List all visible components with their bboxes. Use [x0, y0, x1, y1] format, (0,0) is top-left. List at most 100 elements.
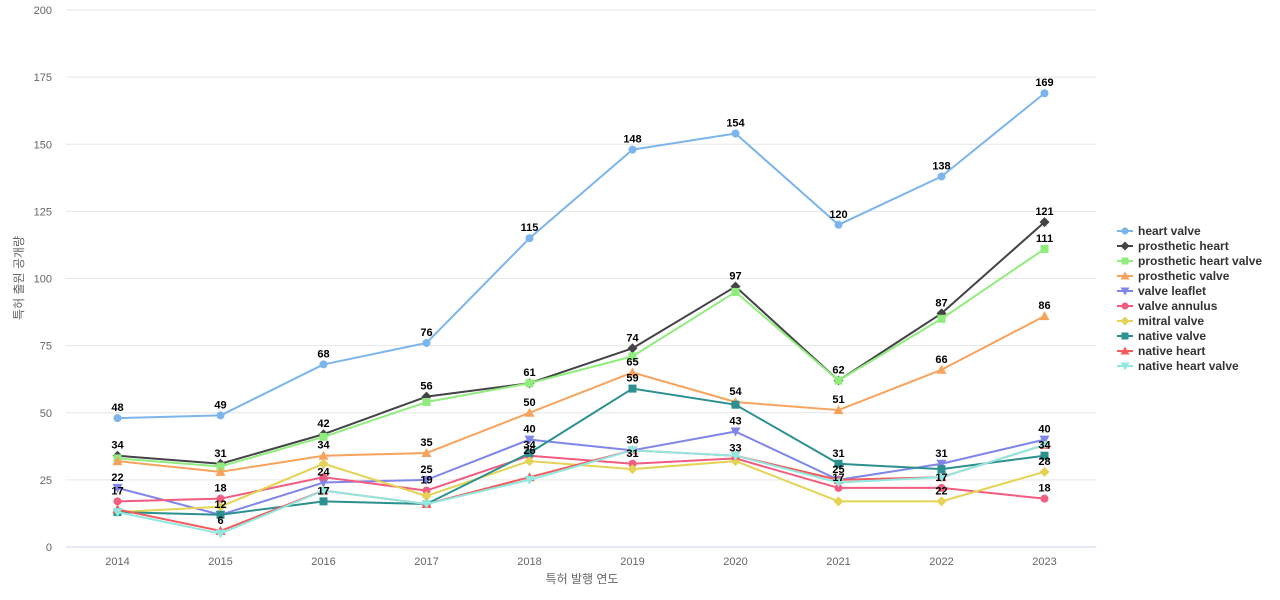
data-point[interactable] — [319, 473, 328, 482]
data-point[interactable] — [113, 497, 122, 506]
data-label: 50 — [523, 397, 535, 409]
data-label: 74 — [626, 332, 639, 344]
data-point[interactable] — [833, 496, 844, 507]
data-point[interactable] — [1040, 244, 1049, 253]
data-point[interactable] — [833, 405, 844, 415]
data-point[interactable] — [730, 451, 741, 461]
data-point[interactable] — [215, 529, 226, 539]
data-label: 43 — [729, 416, 741, 428]
data-point[interactable] — [627, 367, 638, 377]
data-point[interactable] — [422, 398, 431, 407]
series-line — [117, 92, 1046, 420]
data-point[interactable] — [937, 172, 946, 181]
data-point[interactable] — [318, 486, 329, 496]
data-point[interactable] — [936, 459, 947, 469]
data-point[interactable] — [1039, 311, 1050, 321]
data-point[interactable] — [936, 496, 947, 507]
data-point[interactable] — [319, 360, 328, 369]
data-point[interactable] — [524, 475, 535, 485]
data-point[interactable] — [318, 458, 329, 469]
data-label: 25 — [832, 464, 844, 476]
legend-item[interactable]: native heart valve — [1117, 359, 1239, 373]
data-point[interactable] — [628, 145, 637, 154]
data-point[interactable] — [525, 234, 534, 243]
data-point[interactable] — [319, 432, 328, 441]
data-label: 17 — [832, 472, 844, 484]
data-point[interactable] — [112, 483, 123, 493]
data-point[interactable] — [627, 464, 638, 475]
x-tick-label: 2021 — [826, 556, 850, 568]
data-point[interactable] — [421, 490, 432, 501]
legend-item[interactable]: mitral valve — [1117, 314, 1204, 328]
data-point[interactable] — [936, 364, 947, 374]
series-valve-annulus — [113, 451, 1049, 506]
data-label: 6 — [217, 515, 223, 527]
y-tick-label: 200 — [34, 5, 52, 17]
data-point[interactable] — [731, 129, 740, 138]
data-point[interactable] — [627, 343, 638, 354]
data-point[interactable] — [1039, 217, 1050, 228]
data-point[interactable] — [628, 384, 637, 393]
data-point[interactable] — [834, 376, 843, 385]
data-point[interactable] — [319, 497, 328, 506]
data-point[interactable] — [112, 508, 123, 518]
data-point[interactable] — [318, 478, 329, 488]
data-point[interactable] — [1040, 89, 1049, 98]
data-point[interactable] — [628, 352, 637, 361]
data-point[interactable] — [1040, 451, 1049, 460]
data-point[interactable] — [524, 456, 535, 467]
data-point[interactable] — [421, 448, 432, 458]
series-heart-valve — [113, 89, 1049, 423]
data-point[interactable] — [1040, 494, 1049, 503]
data-point[interactable] — [1039, 466, 1050, 477]
y-tick-label: 150 — [34, 139, 52, 151]
data-point[interactable] — [937, 483, 946, 492]
data-point[interactable] — [421, 500, 432, 510]
data-point[interactable] — [318, 450, 329, 460]
data-point[interactable] — [524, 435, 535, 445]
legend-item[interactable]: valve leaflet — [1117, 284, 1206, 298]
data-point[interactable] — [833, 478, 844, 488]
legend-item[interactable]: native valve — [1117, 329, 1206, 343]
data-point[interactable] — [834, 220, 843, 229]
data-point[interactable] — [216, 462, 225, 471]
data-label: 48 — [111, 402, 123, 414]
data-point[interactable] — [216, 510, 225, 519]
data-label: 34 — [111, 440, 124, 452]
legend-item[interactable]: prosthetic heart valve — [1117, 254, 1262, 268]
legend-item[interactable]: prosthetic valve — [1117, 269, 1230, 283]
data-point[interactable] — [731, 400, 740, 409]
series-line — [117, 315, 1045, 473]
legend-marker — [1121, 302, 1129, 310]
legend-item[interactable]: native heart — [1117, 344, 1205, 358]
data-point[interactable] — [731, 287, 740, 296]
data-point[interactable] — [215, 501, 226, 512]
data-point[interactable] — [834, 483, 843, 492]
legend-item[interactable]: prosthetic heart — [1117, 239, 1229, 253]
legend-item[interactable]: valve annulus — [1117, 299, 1218, 313]
data-point[interactable] — [112, 456, 123, 466]
data-point[interactable] — [627, 446, 638, 456]
series-native-heart-valve — [112, 440, 1050, 539]
data-point[interactable] — [524, 407, 535, 417]
data-point[interactable] — [628, 459, 637, 468]
data-point[interactable] — [937, 465, 946, 474]
x-axis-ticks: 2014 2015 2016 2017 2018 2019 2020 2021 2022 2023 — [105, 556, 1056, 568]
data-point[interactable] — [215, 466, 226, 476]
data-point[interactable] — [113, 414, 122, 423]
data-point[interactable] — [936, 473, 947, 483]
data-point[interactable] — [525, 379, 534, 388]
data-point[interactable] — [937, 314, 946, 323]
data-point[interactable] — [422, 486, 431, 495]
data-point[interactable] — [730, 427, 741, 437]
data-label: 34 — [317, 440, 330, 452]
data-point[interactable] — [834, 459, 843, 468]
legend-item[interactable]: heart valve — [1117, 224, 1201, 238]
data-point[interactable] — [216, 494, 225, 503]
data-point[interactable] — [422, 338, 431, 347]
data-point[interactable] — [421, 475, 432, 485]
legend-marker — [1120, 346, 1130, 355]
data-point[interactable] — [525, 449, 534, 458]
data-point[interactable] — [1039, 440, 1050, 450]
data-point[interactable] — [216, 411, 225, 420]
